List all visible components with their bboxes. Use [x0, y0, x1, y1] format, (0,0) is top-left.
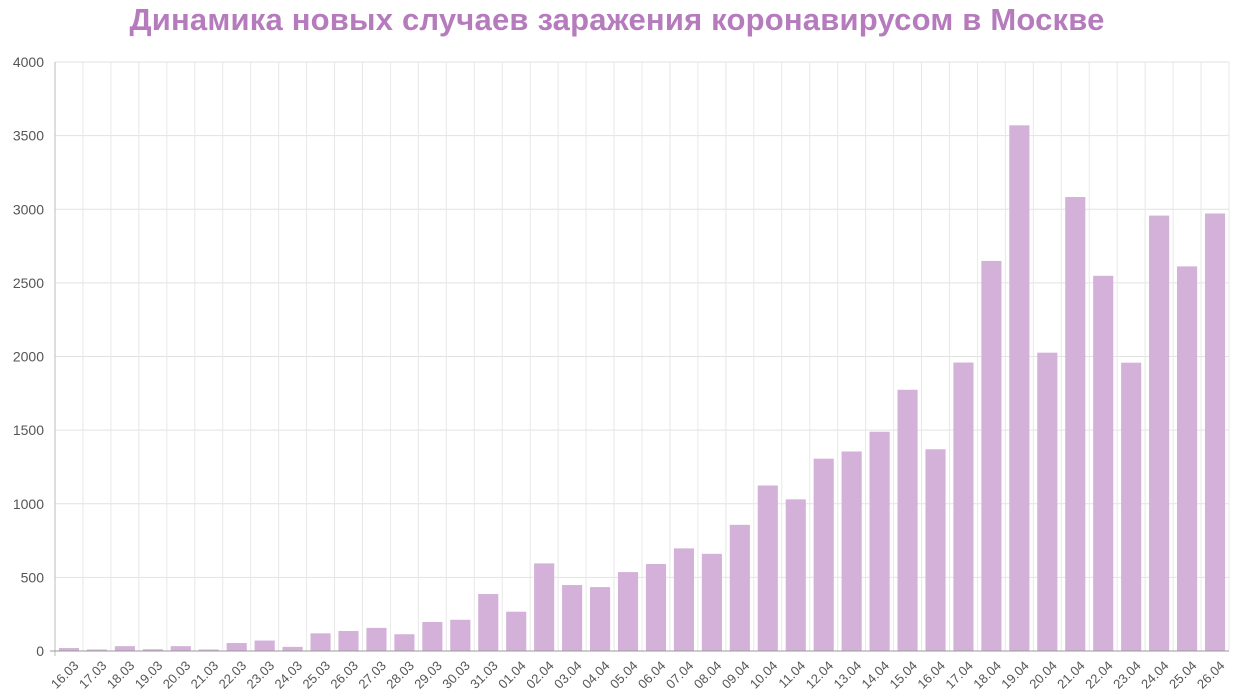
- bar-18.04: [981, 260, 1002, 651]
- x-tick-label: 24.03: [272, 658, 306, 692]
- chart-title: Динамика новых случаев заражения коронав…: [129, 2, 1105, 37]
- bar-16.03: [58, 648, 80, 651]
- bar-19.04: [1009, 125, 1030, 651]
- x-tick-label: 04.04: [579, 658, 613, 692]
- bar-20.03: [170, 646, 191, 651]
- bar-17.04: [953, 362, 974, 651]
- bar-08.04: [701, 553, 722, 651]
- x-tick-label: 30.03: [439, 658, 473, 692]
- bar-25.03: [310, 633, 331, 651]
- x-tick-label: 16.03: [48, 658, 82, 692]
- x-tick-label: 19.03: [132, 658, 166, 692]
- x-tick-label: 20.04: [1026, 658, 1060, 692]
- x-tick-label: 16.04: [914, 658, 948, 692]
- bar-03.04: [562, 585, 583, 651]
- bar-26.04: [1204, 213, 1226, 651]
- x-tick-label: 18.04: [970, 658, 1004, 692]
- bar-25.04: [1177, 266, 1198, 651]
- y-tick-label: 2500: [13, 275, 44, 291]
- x-tick-label: 01.04: [495, 658, 529, 692]
- y-tick-label: 2000: [13, 349, 44, 365]
- x-tick-label: 17.04: [942, 658, 976, 692]
- bar-22.04: [1093, 275, 1114, 651]
- bar-23.04: [1121, 362, 1142, 651]
- bar-21.03: [198, 649, 219, 651]
- x-tick-label: 15.04: [886, 658, 920, 692]
- bar-01.04: [506, 611, 527, 651]
- x-tick-label: 13.04: [831, 658, 865, 692]
- x-tick-label: 29.03: [411, 658, 445, 692]
- y-tick-label: 4000: [13, 54, 44, 70]
- x-tick-label: 02.04: [523, 658, 557, 692]
- x-tick-label: 25.03: [299, 658, 333, 692]
- bar-19.03: [142, 649, 163, 651]
- bar-22.03: [226, 643, 247, 651]
- bar-09.04: [729, 524, 750, 651]
- x-tick-label: 14.04: [859, 658, 893, 692]
- y-tick-label: 0: [36, 643, 44, 659]
- axes: [50, 62, 1229, 656]
- bar-29.03: [422, 621, 443, 651]
- x-tick-label: 23.03: [244, 658, 278, 692]
- bar-28.03: [394, 634, 415, 651]
- x-tick-label: 18.03: [104, 658, 138, 692]
- bar-20.04: [1037, 352, 1058, 651]
- bar-27.03: [366, 627, 387, 651]
- bar-07.04: [673, 548, 694, 651]
- bar-10.04: [757, 485, 778, 651]
- bar-06.04: [645, 563, 667, 651]
- x-tick-labels: 16.0317.0318.0319.0320.0321.0322.0323.03…: [48, 658, 1228, 692]
- bar-26.03: [338, 630, 359, 651]
- bar-05.04: [617, 572, 639, 651]
- x-tick-label: 11.04: [775, 658, 808, 691]
- y-tick-label: 3000: [13, 201, 44, 217]
- x-tick-label: 27.03: [355, 658, 389, 692]
- x-tick-label: 23.04: [1110, 658, 1144, 692]
- bar-18.03: [114, 646, 135, 651]
- bar-02.04: [534, 563, 555, 651]
- bar-04.04: [590, 587, 611, 651]
- x-tick-label: 05.04: [607, 658, 641, 692]
- bar-24.03: [282, 646, 303, 651]
- x-tick-label: 20.03: [160, 658, 194, 692]
- y-tick-labels: 0 500 1000 1500 2000 2500 3000 3500 4000: [13, 54, 44, 659]
- x-tick-label: 22.03: [216, 658, 250, 692]
- x-tick-label: 19.04: [998, 658, 1032, 692]
- bar-12.04: [813, 458, 834, 651]
- x-tick-label: 08.04: [691, 658, 725, 692]
- bar-17.03: [86, 649, 107, 651]
- bar-15.04: [897, 389, 918, 651]
- x-tick-label: 21.03: [188, 658, 222, 692]
- x-tick-label: 21.04: [1054, 658, 1088, 692]
- bar-23.03: [254, 640, 275, 651]
- x-tick-label: 06.04: [635, 658, 669, 692]
- x-tick-label: 22.04: [1082, 658, 1116, 692]
- y-tick-label: 1000: [13, 496, 44, 512]
- x-tick-label: 26.03: [327, 658, 361, 692]
- x-tick-label: 31.03: [467, 658, 501, 692]
- y-tick-label: 500: [21, 569, 45, 585]
- x-tick-label: 07.04: [663, 658, 697, 692]
- bar-24.04: [1149, 215, 1170, 651]
- x-tick-label: 26.04: [1194, 658, 1228, 692]
- y-tick-label: 1500: [13, 422, 44, 438]
- x-tick-label: 17.03: [76, 658, 110, 692]
- y-tick-label: 3500: [13, 128, 44, 144]
- bar-11.04: [785, 499, 806, 651]
- x-tick-label: 10.04: [747, 658, 781, 692]
- x-tick-label: 28.03: [383, 658, 417, 692]
- bar-21.04: [1065, 197, 1086, 651]
- x-tick-label: 24.04: [1138, 658, 1172, 692]
- bar-13.04: [841, 451, 862, 651]
- x-tick-label: 03.04: [551, 658, 585, 692]
- x-tick-label: 25.04: [1166, 658, 1200, 692]
- bar-16.04: [925, 449, 946, 651]
- bar-14.04: [869, 431, 890, 651]
- bars: [58, 125, 1226, 651]
- x-tick-label: 12.04: [803, 658, 837, 692]
- bar-30.03: [450, 619, 471, 651]
- x-tick-label: 09.04: [719, 658, 753, 692]
- bar-31.03: [478, 594, 499, 651]
